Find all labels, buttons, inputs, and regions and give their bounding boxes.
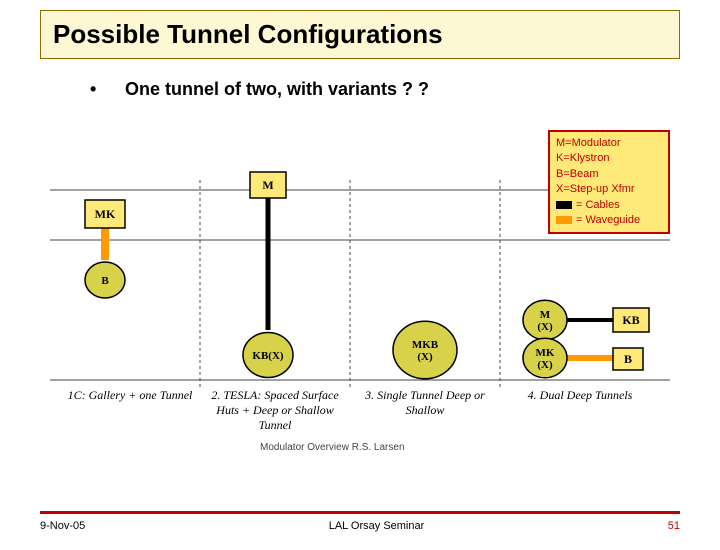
svg-text:KB(X): KB(X) — [252, 350, 284, 362]
config-caption: 3. Single Tunnel Deep or Shallow — [360, 388, 490, 418]
bullet-text: One tunnel of two, with variants ? ? — [125, 79, 429, 99]
svg-text:MK: MK — [95, 207, 116, 221]
bullet-symbol: • — [90, 79, 120, 100]
config-caption: 2. TESLA: Spaced Surface Huts + Deep or … — [210, 388, 340, 433]
diagram-area: MKBMKB(X)MKB(X)KBBM(X)MK(X) 1C: Gallery … — [50, 130, 670, 460]
legend-line: M=Modulator — [556, 136, 662, 151]
footer: 9-Nov-05 LAL Orsay Seminar 51 — [40, 511, 680, 532]
config-caption: 1C: Gallery + one Tunnel — [65, 388, 195, 403]
svg-text:MKB: MKB — [412, 339, 439, 351]
svg-text:M: M — [262, 178, 273, 192]
bullet-line: • One tunnel of two, with variants ? ? — [90, 79, 720, 100]
footer-divider — [40, 511, 680, 514]
footer-center: LAL Orsay Seminar — [329, 520, 425, 532]
svg-text:B: B — [101, 275, 109, 287]
config-caption: 4. Dual Deep Tunnels — [515, 388, 645, 403]
legend-line: X=Step-up Xfmr — [556, 182, 662, 197]
legend-swatch-row: = Cables — [556, 198, 662, 213]
legend-line: K=Klystron — [556, 151, 662, 166]
legend-swatch-row: = Waveguide — [556, 213, 662, 228]
svg-text:(X): (X) — [537, 321, 553, 333]
diagram-credit: Modulator Overview R.S. Larsen — [260, 442, 405, 453]
footer-page: 51 — [668, 520, 680, 532]
svg-text:(X): (X) — [417, 351, 433, 363]
svg-text:MK: MK — [536, 347, 555, 359]
svg-text:(X): (X) — [537, 359, 553, 371]
svg-text:KB: KB — [622, 313, 639, 327]
legend-line: B=Beam — [556, 167, 662, 182]
legend-box: M=ModulatorK=KlystronB=BeamX=Step-up Xfm… — [548, 130, 670, 234]
footer-date: 9-Nov-05 — [40, 520, 85, 532]
svg-text:B: B — [624, 352, 632, 366]
slide-title: Possible Tunnel Configurations — [40, 10, 680, 59]
svg-text:M: M — [540, 309, 551, 321]
